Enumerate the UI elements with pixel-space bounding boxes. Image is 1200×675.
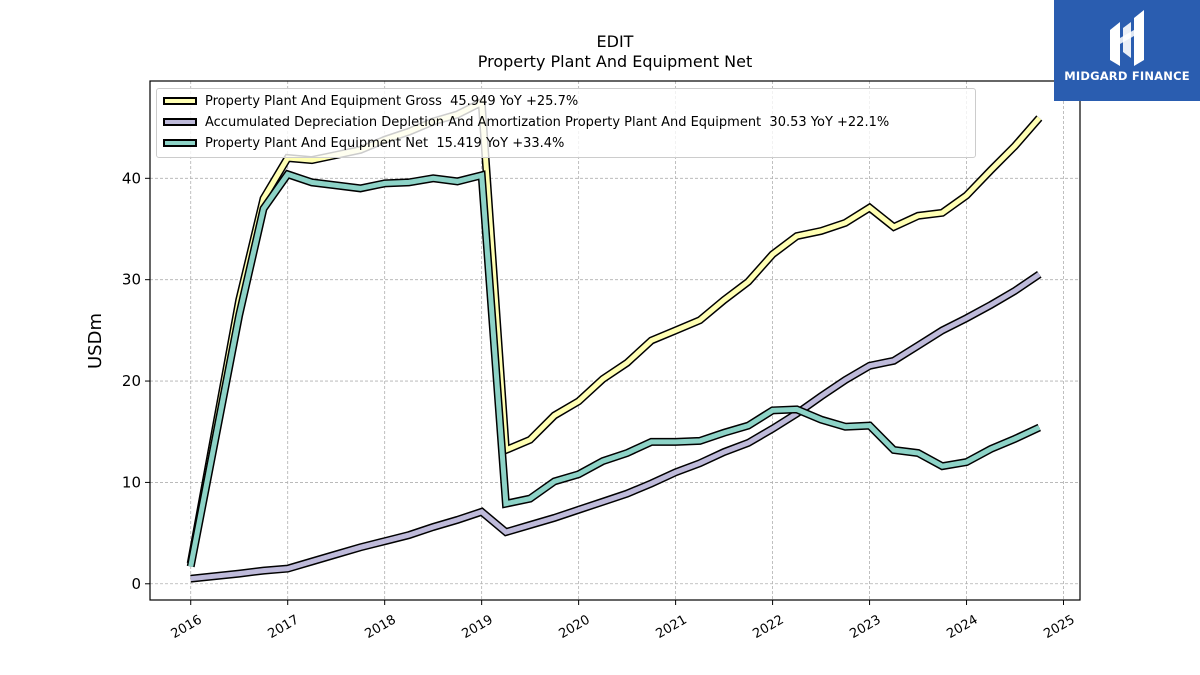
brand-logo: MIDGARD FINANCE [1054, 0, 1200, 101]
x-axis-ticks: 2016 2017 2018 2019 2020 2021 2022 2023 2024 2025 [169, 600, 1078, 642]
series-lines [186, 96, 1043, 583]
chart-subtitle: Property Plant And Equipment Net [477, 52, 753, 71]
y-tick-label: 40 [122, 169, 141, 187]
x-tick-label: 2022 [750, 612, 786, 642]
y-tick-label: 10 [122, 473, 141, 491]
series-line-depreciation-outline [190, 270, 1042, 583]
plot-frame [149, 80, 1081, 601]
legend-label-gross: Property Plant And Equipment Gross 45.94… [205, 93, 579, 109]
y-tick-label: 0 [131, 575, 141, 593]
legend-swatch-net [163, 139, 197, 147]
y-axis-label: USDm [85, 313, 106, 369]
legend-item-net: Property Plant And Equipment Net 15.419 … [163, 133, 564, 153]
x-tick-label: 2025 [1041, 612, 1077, 642]
legend-label-net: Property Plant And Equipment Net 15.419 … [205, 135, 565, 151]
x-tick-label: 2016 [169, 612, 205, 642]
y-tick-label: 20 [122, 372, 141, 390]
x-tick-label: 2019 [459, 612, 495, 642]
legend-swatch-depreciation [163, 118, 197, 126]
legend-item-depreciation: Accumulated Depreciation Depletion And A… [163, 112, 889, 132]
x-tick-label: 2018 [363, 612, 399, 642]
y-tick-label: 30 [122, 271, 141, 289]
legend-swatch-gross [163, 97, 197, 105]
midgard-logo-icon [1110, 10, 1144, 66]
series-line-depreciation [190, 272, 1041, 582]
logo-text: MIDGARD FINANCE [1064, 69, 1190, 83]
x-tick-label: 2024 [944, 612, 980, 642]
legend-item-gross: Property Plant And Equipment Gross 45.94… [163, 91, 578, 111]
y-axis-ticks: 0 10 20 30 40 [122, 169, 150, 593]
legend: Property Plant And Equipment Gross 45.94… [156, 88, 976, 158]
grid-lines [150, 81, 1080, 600]
x-tick-label: 2020 [556, 612, 592, 642]
legend-label-depreciation: Accumulated Depreciation Depletion And A… [205, 114, 890, 130]
x-tick-label: 2023 [847, 612, 883, 642]
series-line-net [188, 171, 1041, 567]
x-tick-label: 2017 [266, 612, 302, 642]
x-tick-label: 2021 [653, 612, 689, 642]
chart-title: EDIT [596, 32, 634, 51]
